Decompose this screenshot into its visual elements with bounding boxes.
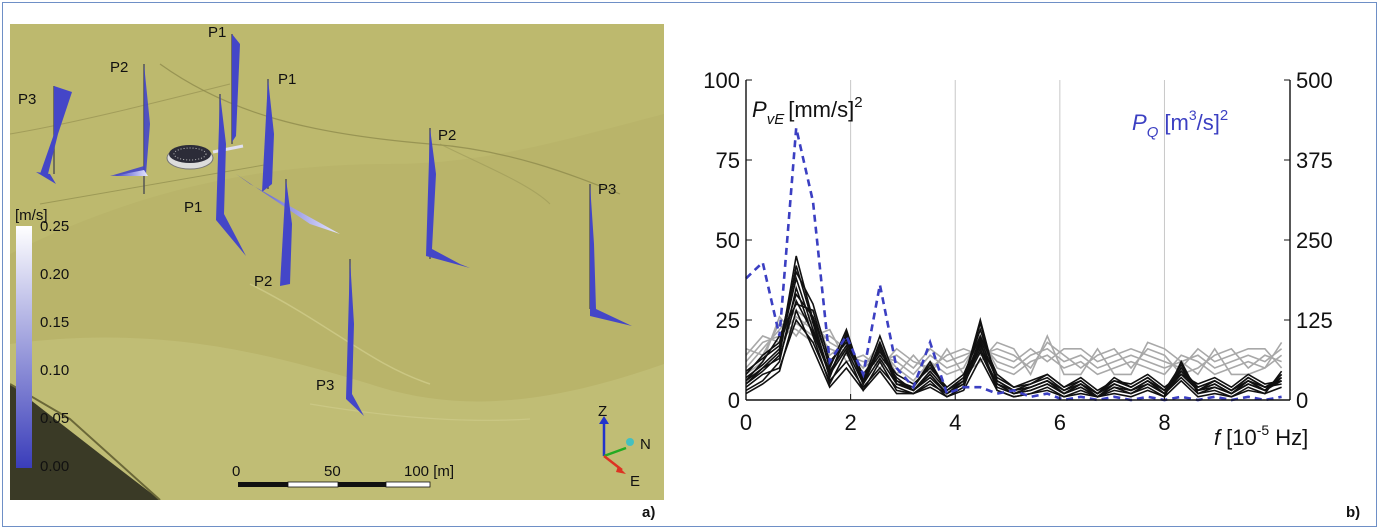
- x-tick-label: 2: [844, 410, 856, 435]
- right-tick-label: 375: [1296, 148, 1333, 173]
- x-label-unit-post: Hz]: [1269, 425, 1308, 450]
- probe-label: P1: [278, 71, 296, 88]
- colorbar-tick: 0.10: [40, 362, 69, 379]
- x-label-unit-exp: -5: [1257, 422, 1270, 438]
- right-tick-label: 125: [1296, 308, 1333, 333]
- scale-label: 0: [232, 463, 240, 480]
- probe-label: P3: [598, 181, 616, 198]
- colorbar-unit: [m/s]: [15, 207, 48, 224]
- terrain-cliff: [10, 384, 160, 500]
- probe-labels: P1 P2 P1 P3 P2 P3 P1 P2 P3: [18, 24, 616, 394]
- right-tick-label: 250: [1296, 228, 1333, 253]
- x-label-symbol: f: [1214, 425, 1223, 450]
- probe-label: P2: [110, 59, 128, 76]
- probe-label: P2: [438, 127, 456, 144]
- terrain-view: P1 P2 P1 P3 P2 P3 P1 P2 P3 [m/s] 0.25 0.…: [9, 24, 664, 501]
- panel-a-letter: a): [642, 504, 656, 521]
- colorbar: [m/s] 0.25 0.20 0.15 0.10 0.05 0.00: [15, 207, 69, 475]
- left-label-unit: [mm/s]: [788, 97, 854, 122]
- right-label-symbol: P: [1132, 110, 1147, 135]
- panel-b-letter: b): [1346, 504, 1361, 521]
- spectrum-chart: 0 25 50 75 100 0 125 250 375 500 0 2 4 6 8 PvE [mm/s]2 …: [690, 52, 1370, 472]
- axis-n-label: N: [640, 436, 651, 453]
- right-label-unit-post: /s]: [1197, 110, 1220, 135]
- colorbar-gradient: [16, 226, 32, 468]
- probe-label: P1: [184, 199, 202, 216]
- q-series-layer: [745, 127, 1282, 402]
- velocity-vectors: [36, 34, 632, 416]
- colorbar-tick: 0.15: [40, 314, 69, 331]
- left-tick-label: 0: [728, 388, 740, 413]
- axes-triad-icon: Z N E: [598, 403, 651, 490]
- left-label-exp: 2: [854, 94, 862, 111]
- right-tick-label: 0: [1296, 388, 1308, 413]
- axis-z-label: Z: [598, 403, 607, 420]
- left-tick-label: 25: [716, 308, 740, 333]
- scale-label: 100 [m]: [404, 463, 454, 480]
- probe-label: P2: [254, 273, 272, 290]
- probe-label: P3: [18, 91, 36, 108]
- gray-series-line: [745, 322, 1283, 377]
- station-icon: [166, 144, 244, 170]
- left-axis-label: PvE [mm/s]2: [752, 94, 863, 128]
- right-label-unit-pre: [m: [1164, 110, 1188, 135]
- x-axis-label: f [10-5 Hz]: [1214, 422, 1308, 450]
- left-tick-label: 75: [716, 148, 740, 173]
- x-tick-label: 8: [1158, 410, 1170, 435]
- tick-label-layer: 0 25 50 75 100 0 125 250 375 500 0 2 4 6 8: [703, 68, 1332, 435]
- gray-series-layer: [745, 308, 1283, 382]
- right-axis-label: PQ [m3/s]2: [1132, 107, 1228, 141]
- left-label-sub: vE: [767, 111, 786, 128]
- x-tick-label: 6: [1054, 410, 1066, 435]
- x-tick-label: 0: [740, 410, 752, 435]
- probe-label: P3: [316, 377, 334, 394]
- right-label-exp: 2: [1220, 107, 1228, 124]
- probe-label: P1: [208, 24, 226, 41]
- x-label-unit-pre: [10: [1226, 425, 1257, 450]
- axes-layer: [745, 79, 1291, 401]
- right-tick-label: 500: [1296, 68, 1333, 93]
- right-label-sub: Q: [1147, 124, 1159, 141]
- colorbar-tick: 0.00: [40, 458, 69, 475]
- colorbar-tick: 0.20: [40, 266, 69, 283]
- scale-label: 50: [324, 463, 341, 480]
- terrain-panel: P1 P2 P1 P3 P2 P3 P1 P2 P3 [m/s] 0.25 0.…: [9, 24, 664, 501]
- q-series-line: [745, 127, 1282, 402]
- scale-bar: 0 50 100 [m]: [232, 463, 454, 488]
- colorbar-tick: 0.25: [40, 218, 69, 235]
- right-label-unit-exp1: 3: [1189, 107, 1197, 123]
- axis-e-label: E: [630, 473, 640, 490]
- x-tick-label: 4: [949, 410, 961, 435]
- left-tick-label: 100: [703, 68, 740, 93]
- black-series-line: [745, 292, 1282, 395]
- black-series-line: [745, 308, 1282, 398]
- gray-series-line: [745, 309, 1283, 376]
- colorbar-tick: 0.05: [40, 410, 69, 427]
- left-label-symbol: P: [752, 97, 767, 122]
- left-tick-label: 50: [716, 228, 740, 253]
